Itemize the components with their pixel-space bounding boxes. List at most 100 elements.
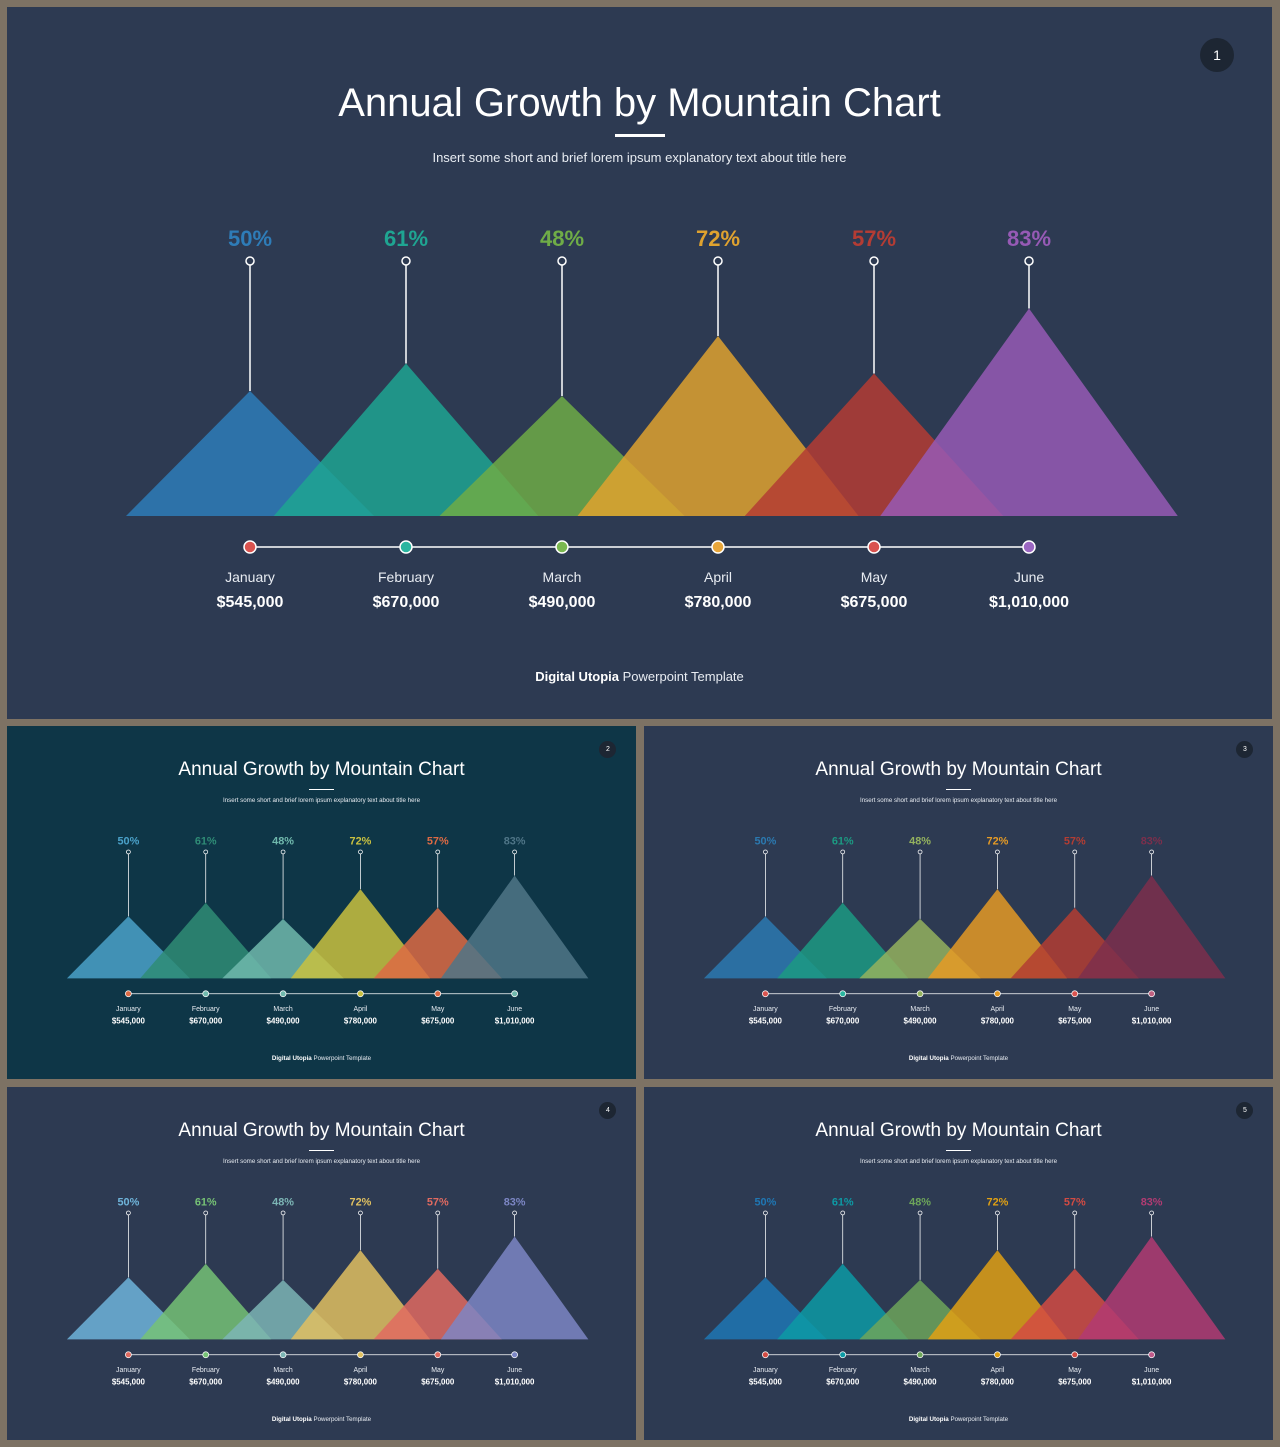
amount-label: $1,010,000 [1132,1016,1172,1025]
value-label: 72% [987,835,1009,847]
mountains-group [66,1236,589,1340]
month-label: May [1068,1006,1082,1013]
timeline-dot [994,990,1001,998]
amount-label: $490,000 [267,1377,301,1386]
timeline-dot [125,990,132,998]
footer-brand: Digital Utopia [271,1055,312,1062]
amount-label: $780,000 [344,1016,378,1025]
amount-label: $545,000 [112,1377,146,1386]
pin-head [763,849,768,855]
month-label: March [543,569,582,585]
mountain-february [777,902,909,979]
timeline-dot [511,1351,518,1359]
slide-title: Annual Growth by Mountain Chart [338,81,941,125]
slide-number-badge: 5 [1236,1102,1254,1120]
value-label: 72% [987,1196,1009,1208]
timeline-dot [762,1351,769,1359]
value-label: 72% [350,1196,372,1208]
month-label: February [829,1006,857,1013]
mountains-group [703,875,1226,979]
mountains-group [66,875,589,979]
slide-title: Annual Growth by Mountain Chart [815,759,1102,780]
month-label: April [990,1006,1004,1013]
pin-head [840,1210,846,1216]
value-label: 48% [909,835,931,847]
mountain-february [273,363,539,516]
amount-label: $545,000 [749,1016,783,1025]
timeline-dot [711,540,725,554]
value-label: 50% [754,835,776,847]
value-label: 61% [832,835,854,847]
footer-brand: Digital Utopia [271,1416,312,1423]
value-label: 83% [1141,1196,1163,1208]
timeline-dot [357,1351,364,1359]
month-label: March [273,1006,292,1013]
amount-label: $1,010,000 [1132,1377,1172,1386]
pin-head [126,849,131,855]
slide-5: 5 Annual Growth by Mountain Chart Insert… [644,1087,1273,1440]
value-label: 61% [832,1196,854,1208]
amount-label: $675,000 [1058,1016,1092,1025]
pin-head [1149,1210,1154,1216]
timeline-dot [1148,990,1155,998]
slide-3: 3 Annual Growth by Mountain Chart Insert… [644,726,1273,1079]
mountain-june [1077,1236,1226,1340]
mountain-june [440,1236,589,1340]
month-label: January [116,1006,141,1013]
slide-title: Annual Growth by Mountain Chart [815,1120,1102,1141]
pin-head [435,1210,441,1216]
month-label: April [353,1006,367,1013]
timeline-dot [202,1351,210,1359]
month-label: March [910,1367,929,1374]
amount-label: $675,000 [841,594,908,611]
mountains-group [703,1236,1226,1340]
footer-text: Powerpoint Template [619,669,744,684]
pin-head [869,256,879,266]
footer-brand: Digital Utopia [535,669,619,684]
pin-head [995,849,1000,855]
month-label: June [1144,1006,1159,1013]
timeline-dot [202,990,210,998]
slide-footer: Digital Utopia Powerpoint Template [7,1055,636,1062]
amount-label: $675,000 [1058,1377,1092,1386]
title-underline [946,1150,971,1152]
pin-head [1072,1210,1078,1216]
slide-number-badge: 1 [1200,38,1234,72]
pin-head [713,256,723,266]
value-label: 57% [427,835,449,847]
slide-subtitle: Insert some short and brief lorem ipsum … [222,797,421,804]
timeline-dot [434,1351,442,1359]
title-underline [614,134,665,137]
timeline-dot [555,540,569,554]
value-label: 48% [909,1196,931,1208]
month-label: April [990,1367,1004,1374]
pin-head [358,849,363,855]
slide-4: 4 Annual Growth by Mountain Chart Insert… [7,1087,636,1440]
value-label: 61% [195,835,217,847]
mountain-june [440,875,589,979]
value-label: 61% [384,226,428,251]
slide-number-badge: 4 [599,1102,617,1120]
value-label: 83% [504,1196,526,1208]
amount-label: $490,000 [904,1377,938,1386]
timeline-dot [994,1351,1001,1359]
timeline-dot [511,990,518,998]
pin-head [557,256,567,266]
pin-head [1024,256,1034,266]
timeline-dot [916,1351,924,1359]
mountain-june [880,308,1178,516]
mountain-chart: 50% 61% 48% 72% 57% 83% January $545,000 Februar… [703,1196,1226,1386]
month-label: May [431,1367,445,1374]
month-label: May [861,569,887,585]
timeline-dot [434,990,442,998]
pin-head [917,1210,923,1216]
amount-label: $780,000 [981,1016,1015,1025]
timeline-dot [867,540,881,554]
pin-head [1072,849,1078,855]
month-label: April [704,569,732,585]
month-label: June [1144,1367,1159,1374]
amount-label: $670,000 [189,1377,223,1386]
title-underline [309,1150,334,1152]
amount-label: $675,000 [421,1016,455,1025]
amount-label: $490,000 [529,594,596,611]
